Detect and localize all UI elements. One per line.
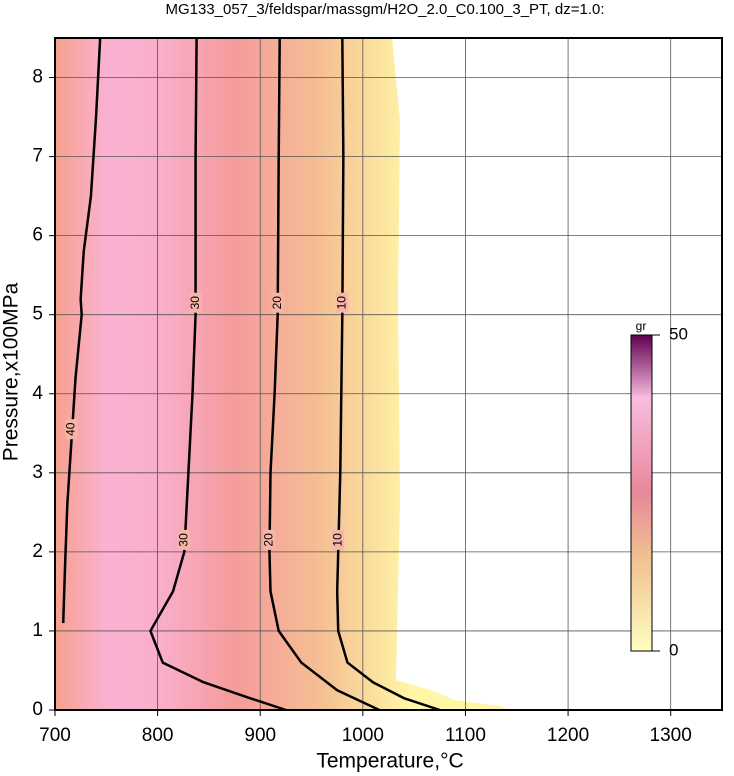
contours: 10 10 20 20 30 30 40 bbox=[61, 37, 441, 712]
colorbar bbox=[630, 334, 653, 652]
contour-label: 20 bbox=[262, 533, 276, 547]
contour-label-bg bbox=[271, 292, 284, 313]
contour-line bbox=[268, 37, 380, 712]
contour-label-bg bbox=[332, 529, 345, 550]
y-tick-label: 2 bbox=[32, 541, 43, 562]
x-tick-label: 1200 bbox=[547, 725, 589, 746]
plot-frame bbox=[54, 37, 723, 711]
chart-title: MG133_057_3/feldspar/massgm/H2O_2.0_C0.1… bbox=[165, 1, 604, 18]
contour-line bbox=[149, 37, 287, 712]
colorbar-label: gr bbox=[636, 319, 647, 333]
contour-label-bg bbox=[65, 419, 78, 440]
grid bbox=[54, 38, 722, 711]
contour-label-bg bbox=[189, 292, 202, 313]
contour-label: 20 bbox=[270, 296, 284, 310]
x-axis-label: Temperature,°C bbox=[316, 750, 463, 773]
colorbar-tick-label: 50 bbox=[669, 324, 688, 343]
colorbar-tick-label: 0 bbox=[669, 640, 678, 659]
contour-label: 40 bbox=[64, 422, 78, 436]
x-tick-label: 900 bbox=[244, 725, 276, 746]
contour-label-bg bbox=[336, 292, 349, 313]
contour-label: 30 bbox=[188, 296, 202, 310]
x-tick-label: 700 bbox=[39, 725, 71, 746]
y-tick-label: 7 bbox=[32, 146, 43, 167]
y-axis-label: Pressure,x100MPa bbox=[0, 282, 23, 461]
field-fill bbox=[55, 38, 510, 710]
contour-line bbox=[61, 37, 102, 624]
y-tick-label: 1 bbox=[32, 620, 43, 641]
y-tick-label: 8 bbox=[32, 67, 43, 88]
contour-label-bg bbox=[263, 529, 276, 550]
contour-line bbox=[335, 37, 441, 712]
contour-label-bg bbox=[178, 529, 191, 550]
contour-label: 10 bbox=[330, 533, 344, 547]
x-tick-label: 1000 bbox=[342, 725, 384, 746]
y-tick-label: 5 bbox=[32, 304, 43, 325]
y-tick-label: 4 bbox=[32, 383, 43, 404]
x-tick-label: 800 bbox=[142, 725, 174, 746]
x-tick-label: 1100 bbox=[445, 725, 486, 746]
contour-label: 10 bbox=[334, 296, 348, 310]
y-tick-label: 6 bbox=[32, 225, 43, 246]
y-tick-label: 0 bbox=[32, 699, 43, 720]
x-tick-label: 1300 bbox=[650, 725, 692, 746]
contour-label: 30 bbox=[176, 533, 190, 547]
y-tick-label: 3 bbox=[32, 462, 43, 483]
